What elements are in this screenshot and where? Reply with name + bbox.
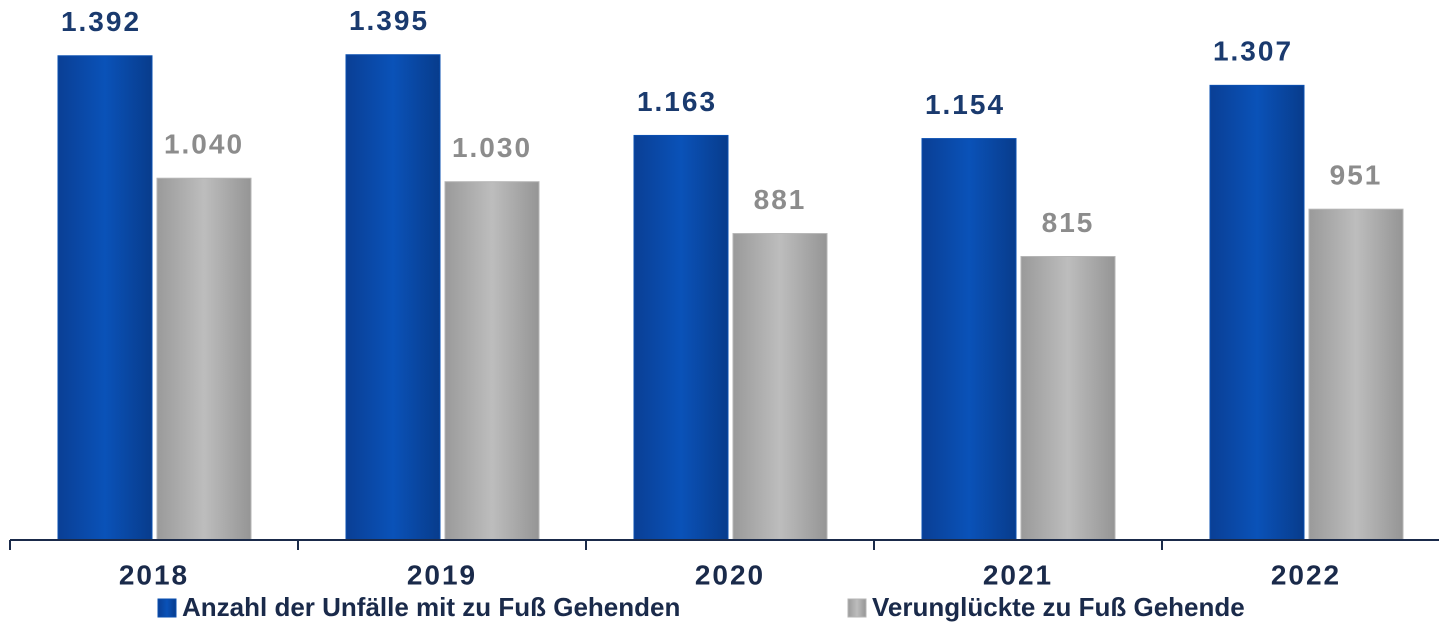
bar bbox=[633, 134, 729, 541]
value-label: 1.395 bbox=[349, 5, 429, 36]
bar bbox=[1308, 208, 1404, 541]
legend-marker bbox=[847, 598, 867, 618]
value-label: 1.392 bbox=[61, 6, 141, 37]
value-label: 1.163 bbox=[637, 86, 717, 117]
x-tick-label: 2022 bbox=[1271, 559, 1341, 590]
bar bbox=[57, 55, 153, 541]
x-tick-label: 2018 bbox=[119, 559, 189, 590]
value-label: 881 bbox=[754, 184, 807, 215]
legend-label: Verunglückte zu Fuß Gehende bbox=[872, 592, 1245, 622]
x-tick-label: 2020 bbox=[695, 559, 765, 590]
value-label: 1.030 bbox=[452, 132, 532, 163]
bar bbox=[444, 181, 540, 541]
value-label: 951 bbox=[1330, 160, 1383, 191]
bar bbox=[1209, 84, 1305, 541]
value-label: 1.154 bbox=[925, 89, 1005, 120]
bar bbox=[156, 177, 252, 541]
bar bbox=[732, 233, 828, 541]
x-tick-label: 2019 bbox=[407, 559, 477, 590]
value-label: 815 bbox=[1042, 207, 1095, 238]
value-label: 1.307 bbox=[1213, 36, 1293, 67]
legend-marker bbox=[157, 598, 177, 618]
value-label: 1.040 bbox=[164, 129, 244, 160]
bar bbox=[1020, 255, 1116, 541]
bar bbox=[345, 54, 441, 541]
bar bbox=[921, 138, 1017, 541]
legend-label: Anzahl der Unfälle mit zu Fuß Gehenden bbox=[182, 592, 680, 622]
x-tick-label: 2021 bbox=[983, 559, 1053, 590]
